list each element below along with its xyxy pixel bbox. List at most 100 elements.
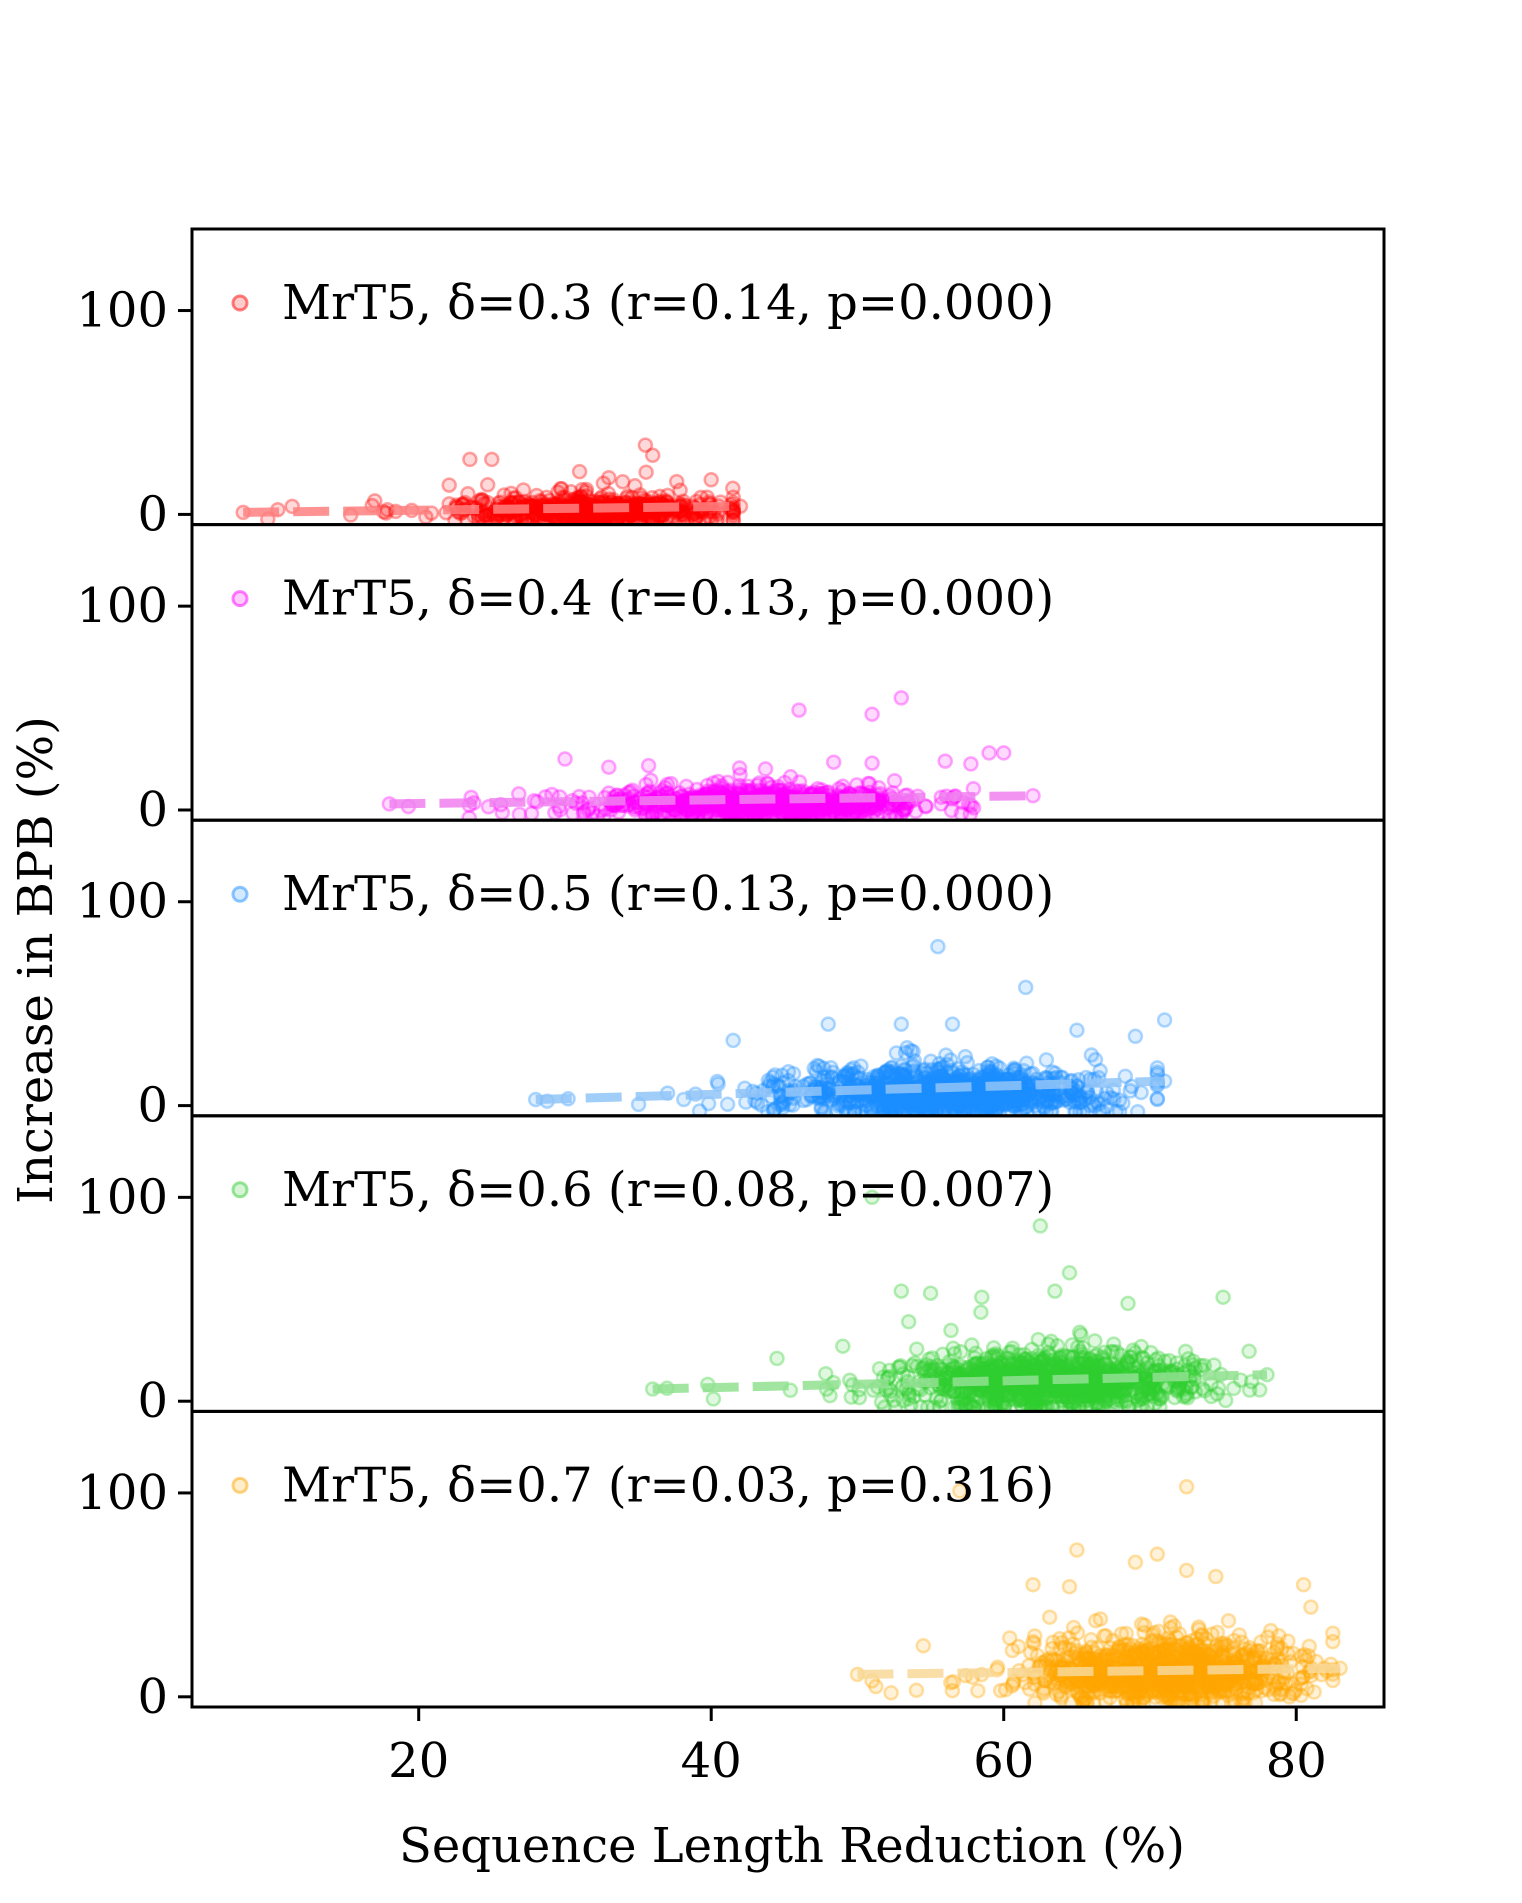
legend-label: MrT5, δ=0.5 (r=0.13, p=0.000) (282, 866, 1054, 922)
scatter-point (874, 1103, 890, 1116)
scatter-point (1096, 1651, 1112, 1667)
scatter-point (1087, 1380, 1104, 1397)
scatter-point (877, 1064, 893, 1080)
scatter-point (994, 1395, 1011, 1411)
scatter-point (532, 493, 548, 509)
scatter-point (975, 1097, 992, 1114)
scatter-point (1103, 1343, 1119, 1360)
scatter-point (870, 1067, 886, 1084)
scatter-point (922, 1102, 938, 1116)
scatter-point (1038, 1371, 1055, 1387)
scatter-point (708, 512, 724, 525)
scatter-point (1006, 1098, 1022, 1115)
scatter-point (1081, 1389, 1098, 1406)
scatter-point (503, 485, 519, 502)
scatter-point (1010, 1089, 1026, 1106)
scatter-point (766, 1102, 782, 1116)
scatter-point (979, 1059, 996, 1075)
scatter-point (679, 512, 695, 525)
scatter-point (1100, 1682, 1117, 1699)
scatter-point (1134, 1349, 1150, 1366)
scatter-point (1108, 1358, 1124, 1374)
scatter-point (883, 1102, 900, 1116)
scatter-point (845, 1066, 862, 1082)
scatter-point (747, 808, 763, 821)
scatter-point (887, 1399, 904, 1412)
scatter-point (1082, 1674, 1098, 1691)
scatter-point (1058, 1091, 1075, 1108)
scatter-point (558, 512, 574, 525)
scatter-point (936, 1381, 952, 1398)
scatter-point (876, 1102, 892, 1116)
scatter-point (1015, 1091, 1032, 1107)
scatter-point (985, 1097, 1002, 1113)
fit-line (652, 1370, 1268, 1394)
scatter-point (901, 1387, 918, 1403)
scatter-point (624, 506, 641, 522)
scatter-point (1084, 1357, 1101, 1373)
y-tick-label: 0 (137, 1373, 168, 1429)
scatter-point (849, 1070, 866, 1086)
scatter-point (737, 808, 754, 821)
scatter-point (781, 801, 797, 817)
scatter-point (1139, 1652, 1155, 1669)
plot-area (644, 1189, 1275, 1412)
scatter-point (1093, 1382, 1109, 1398)
scatter-point (909, 1103, 925, 1116)
scatter-point (956, 1391, 973, 1407)
scatter-point (1159, 1679, 1176, 1695)
scatter-point (838, 1067, 855, 1083)
scatter-point (668, 803, 684, 820)
scatter-point (954, 1101, 970, 1116)
scatter-point (895, 1393, 912, 1409)
scatter-point (1035, 1366, 1052, 1382)
scatter-point (968, 1345, 984, 1362)
scatter-point (835, 778, 851, 795)
scatter-point (930, 938, 946, 955)
scatter-point (1047, 1383, 1063, 1399)
scatter-point (1098, 1393, 1114, 1409)
scatter-point (980, 1063, 997, 1079)
scatter-point (1104, 1647, 1121, 1663)
scatter-point (1030, 1331, 1047, 1348)
scatter-point (1097, 1391, 1113, 1407)
scatter-point (892, 1099, 908, 1115)
scatter-point (1149, 1060, 1166, 1076)
scatter-point (989, 1359, 1006, 1375)
scatter-point (719, 1096, 736, 1113)
scatter-point (460, 485, 476, 502)
scatter-point (871, 795, 887, 812)
scatter-point (966, 1350, 983, 1366)
scatter-point (474, 493, 490, 509)
scatter-point (733, 807, 750, 821)
scatter-point (1069, 1091, 1086, 1107)
scatter-point (1044, 1640, 1060, 1657)
scatter-point (832, 804, 849, 820)
scatter-point (939, 1092, 956, 1108)
scatter-point (775, 796, 791, 813)
scatter-point (1063, 1676, 1080, 1692)
scatter-point (740, 778, 756, 794)
scatter-point (984, 1056, 1000, 1072)
scatter-point (1075, 1350, 1092, 1366)
scatter-point (973, 1085, 989, 1101)
scatter-point (1093, 1399, 1110, 1412)
scatter-point (640, 512, 656, 525)
scatter-point (974, 1356, 990, 1373)
scatter-point (890, 1359, 907, 1375)
scatter-point (1150, 1682, 1166, 1698)
scatter-point (917, 1095, 933, 1111)
scatter-point (1087, 1377, 1104, 1393)
scatter-point (474, 492, 491, 508)
scatter-point (895, 801, 911, 818)
scatter-point (1179, 1385, 1195, 1402)
scatter-point (932, 1361, 949, 1378)
scatter-point (1130, 1358, 1147, 1375)
scatter-point (847, 1103, 863, 1116)
scatter-point (899, 1093, 915, 1110)
scatter-point (999, 1095, 1015, 1112)
scatter-point (951, 1067, 968, 1084)
scatter-point (1098, 1672, 1115, 1689)
scatter-point (1133, 1399, 1150, 1412)
scatter-point (1193, 1680, 1210, 1696)
